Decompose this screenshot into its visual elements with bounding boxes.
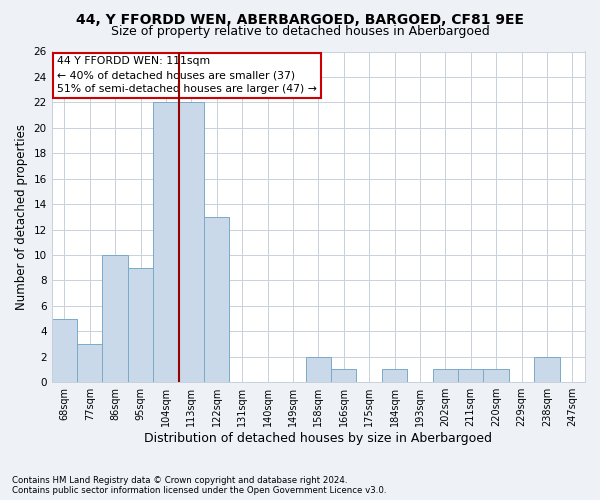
Text: 44 Y FFORDD WEN: 111sqm
← 40% of detached houses are smaller (37)
51% of semi-de: 44 Y FFORDD WEN: 111sqm ← 40% of detache… [57,56,317,94]
Bar [204,217,229,382]
Text: Contains HM Land Registry data © Crown copyright and database right 2024.: Contains HM Land Registry data © Crown c… [12,476,347,485]
Bar [305,357,331,382]
Bar [534,357,560,382]
Text: Size of property relative to detached houses in Aberbargoed: Size of property relative to detached ho… [110,25,490,38]
Text: 44, Y FFORDD WEN, ABERBARGOED, BARGOED, CF81 9EE: 44, Y FFORDD WEN, ABERBARGOED, BARGOED, … [76,12,524,26]
Bar [128,268,153,382]
Bar [153,102,179,382]
Bar [52,318,77,382]
Bar [433,370,458,382]
Bar [458,370,484,382]
Bar [331,370,356,382]
X-axis label: Distribution of detached houses by size in Aberbargoed: Distribution of detached houses by size … [145,432,493,445]
Bar [103,255,128,382]
Bar [77,344,103,382]
Bar [179,102,204,382]
Y-axis label: Number of detached properties: Number of detached properties [15,124,28,310]
Bar [382,370,407,382]
Bar [484,370,509,382]
Text: Contains public sector information licensed under the Open Government Licence v3: Contains public sector information licen… [12,486,386,495]
